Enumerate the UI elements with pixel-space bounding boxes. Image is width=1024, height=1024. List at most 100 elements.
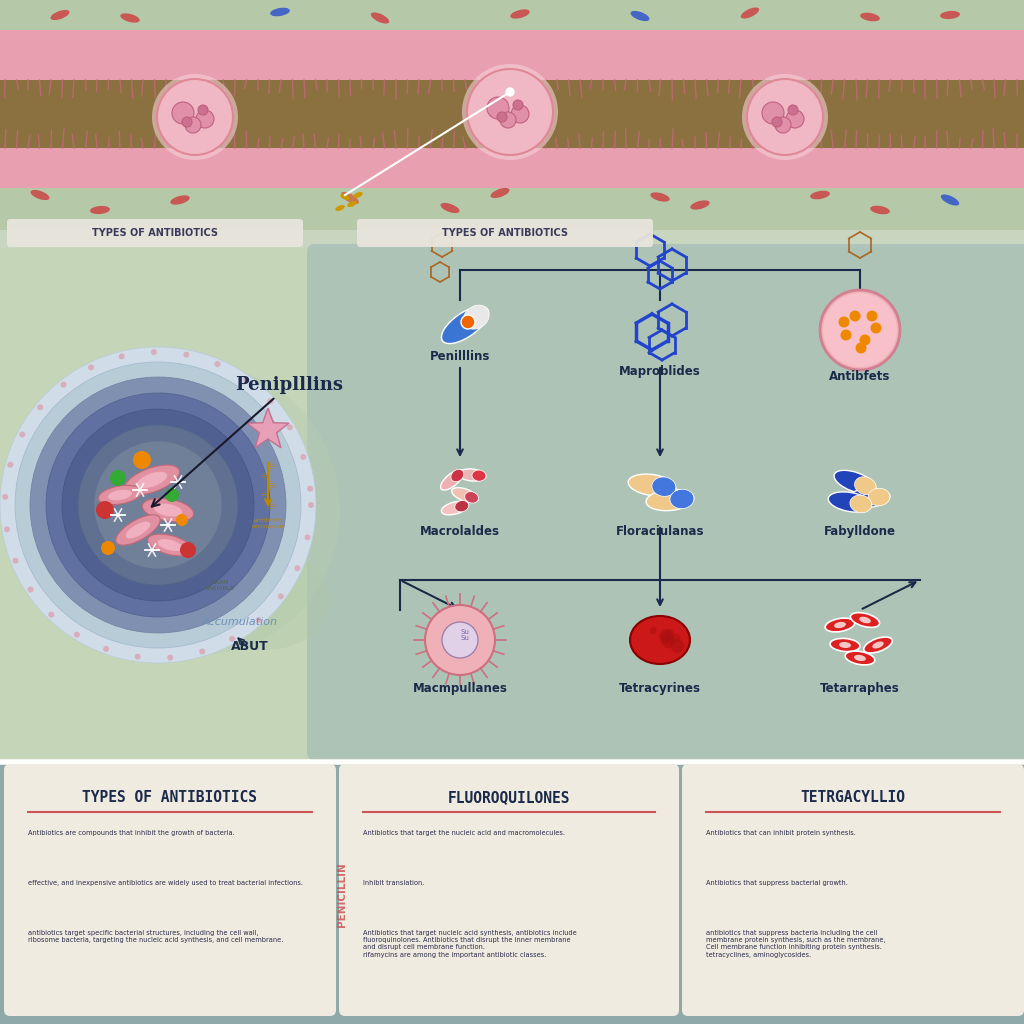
Circle shape (172, 102, 194, 124)
Circle shape (200, 648, 205, 654)
Ellipse shape (850, 495, 871, 513)
Circle shape (256, 617, 262, 624)
Ellipse shape (341, 191, 358, 204)
Text: TYPES OF ANTIBIOTICS: TYPES OF ANTIBIOTICS (442, 228, 568, 238)
Circle shape (60, 382, 67, 388)
Circle shape (294, 565, 300, 571)
Circle shape (762, 102, 784, 124)
Circle shape (176, 514, 188, 526)
Ellipse shape (631, 11, 649, 22)
Ellipse shape (340, 194, 349, 200)
Ellipse shape (628, 474, 676, 496)
Circle shape (183, 351, 189, 357)
Text: PENICILLIN: PENICILLIN (337, 862, 347, 928)
Circle shape (461, 315, 475, 329)
Circle shape (775, 117, 791, 133)
Text: Tetarraphes: Tetarraphes (820, 682, 900, 695)
Ellipse shape (646, 489, 694, 511)
Text: ABUT: ABUT (231, 640, 269, 653)
Ellipse shape (455, 501, 469, 512)
Bar (0, 248, 1024, 760)
Circle shape (307, 485, 313, 492)
Ellipse shape (652, 477, 676, 497)
Circle shape (659, 629, 673, 642)
Text: Macrolaldes: Macrolaldes (420, 525, 500, 538)
Text: Antibiotics that target nucleic acid synthesis, antibiotics include
fluoroquinol: Antibiotics that target nucleic acid syn… (362, 930, 577, 950)
Circle shape (650, 627, 657, 634)
Circle shape (88, 365, 94, 371)
Text: GRAM
VARIABLE: GRAM VARIABLE (205, 581, 236, 591)
Circle shape (467, 69, 553, 155)
Circle shape (665, 629, 674, 638)
Ellipse shape (458, 469, 486, 481)
Ellipse shape (835, 622, 846, 628)
Circle shape (425, 605, 495, 675)
Circle shape (180, 542, 196, 558)
Circle shape (850, 310, 860, 322)
Circle shape (772, 117, 782, 127)
Ellipse shape (50, 10, 70, 20)
Ellipse shape (60, 365, 340, 655)
Text: TYPES OF ANTIBIOTICS: TYPES OF ANTIBIOTICS (83, 791, 257, 806)
Circle shape (506, 88, 514, 96)
Ellipse shape (98, 485, 141, 505)
Ellipse shape (440, 470, 464, 490)
Text: Peniplllins: Peniplllins (152, 376, 343, 507)
Circle shape (46, 393, 270, 617)
Text: antibiotics that suppress bacteria including the cell
membrane protein synthesis: antibiotics that suppress bacteria inclu… (706, 930, 886, 950)
Circle shape (859, 335, 870, 345)
Circle shape (48, 611, 54, 617)
Ellipse shape (839, 642, 851, 648)
Circle shape (167, 654, 173, 660)
Ellipse shape (116, 515, 160, 545)
Circle shape (165, 488, 179, 502)
Circle shape (37, 404, 43, 411)
Circle shape (511, 105, 529, 123)
Circle shape (103, 646, 110, 652)
Ellipse shape (863, 637, 892, 653)
Circle shape (866, 310, 878, 322)
Ellipse shape (810, 190, 829, 200)
Ellipse shape (941, 195, 959, 206)
Ellipse shape (630, 616, 690, 664)
Ellipse shape (670, 489, 694, 509)
Circle shape (198, 105, 208, 115)
Ellipse shape (825, 618, 855, 632)
Ellipse shape (451, 469, 464, 481)
Text: Penilllins: Penilllins (430, 350, 490, 362)
Ellipse shape (835, 470, 876, 494)
Ellipse shape (335, 205, 345, 211)
Circle shape (742, 74, 828, 160)
Circle shape (30, 377, 286, 633)
Circle shape (110, 470, 126, 486)
Bar (0, 148, 1024, 188)
Circle shape (2, 494, 8, 500)
Text: Su
Su: Su Su (461, 629, 469, 641)
Ellipse shape (650, 193, 670, 202)
Ellipse shape (740, 7, 759, 18)
Circle shape (855, 342, 866, 353)
Ellipse shape (872, 641, 884, 648)
Ellipse shape (465, 492, 478, 503)
Ellipse shape (347, 201, 356, 207)
Bar (0, 175, 1024, 230)
Ellipse shape (270, 8, 290, 16)
Circle shape (229, 636, 236, 642)
Ellipse shape (137, 472, 167, 488)
Circle shape (839, 316, 850, 328)
Circle shape (497, 112, 507, 122)
Ellipse shape (125, 465, 179, 495)
Text: antibiotic
resistance: antibiotic resistance (252, 518, 285, 528)
Text: TYPES OF ANTIBIOTICS: TYPES OF ANTIBIOTICS (92, 228, 218, 238)
Circle shape (243, 377, 249, 383)
Circle shape (4, 526, 10, 532)
Ellipse shape (472, 470, 486, 481)
Ellipse shape (158, 539, 182, 551)
Circle shape (267, 398, 273, 404)
Ellipse shape (855, 477, 877, 495)
FancyBboxPatch shape (682, 764, 1024, 1016)
Circle shape (135, 653, 140, 659)
Circle shape (442, 622, 478, 658)
Circle shape (662, 635, 675, 648)
Ellipse shape (846, 488, 890, 508)
